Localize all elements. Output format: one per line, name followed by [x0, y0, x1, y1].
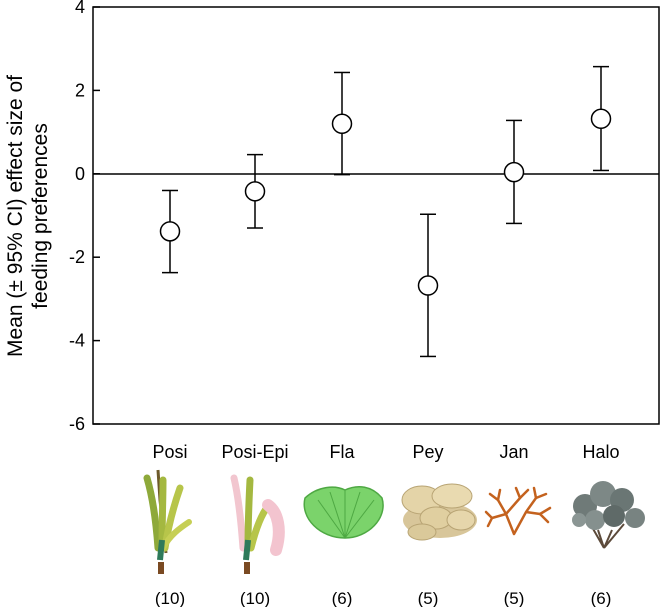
sample-size-label: (5) [504, 589, 525, 607]
data-point-fla [331, 71, 353, 176]
sample-size-labels: (10) (10) (6) (5) (5) (6) [155, 589, 612, 607]
x-category-label: Posi [152, 442, 187, 462]
y-axis-ticks: 4 2 0 -2 -4 -6 [69, 0, 100, 434]
halopteris-brown-alga-icon [572, 481, 645, 549]
mean-marker [590, 108, 612, 130]
sample-size-label: (5) [418, 589, 439, 607]
x-category-label: Jan [499, 442, 528, 462]
data-point-posi-epi [244, 153, 266, 229]
sample-size-label: (10) [155, 589, 185, 607]
data-point-pey [417, 213, 439, 358]
mean-marker [331, 113, 353, 135]
plot-frame [92, 6, 660, 425]
x-category-label: Halo [582, 442, 619, 462]
x-category-label: Fla [329, 442, 355, 462]
y-tick-label: -6 [69, 414, 85, 434]
x-category-label: Pey [412, 442, 443, 462]
data-point-posi [159, 189, 181, 274]
sample-size-label: (6) [332, 589, 353, 607]
fan-alga-icon [303, 485, 384, 539]
y-tick-label: 2 [75, 80, 85, 100]
mean-marker [503, 161, 525, 183]
y-axis-label-line-2: feeding preferences [29, 123, 52, 309]
data-point-halo [590, 65, 612, 172]
seagrass-icon [143, 469, 192, 574]
mean-marker [417, 275, 439, 296]
y-tick-label: -2 [69, 247, 85, 267]
sample-size-label: (10) [240, 589, 270, 607]
y-axis-label: Mean (± 95% CI) effect size of feeding p… [4, 75, 52, 357]
y-tick-label: 0 [75, 164, 85, 184]
seagrass-with-epiphyte-icon [230, 474, 285, 574]
mean-marker [244, 181, 266, 202]
y-tick-label: 4 [75, 0, 85, 17]
x-category-label: Posi-Epi [221, 442, 288, 462]
data-marks [159, 65, 612, 358]
y-axis-label-line-1: Mean (± 95% CI) effect size of [4, 75, 27, 357]
sample-size-label: (6) [591, 589, 612, 607]
data-point-jan [503, 119, 525, 225]
category-labels: Posi Posi-Epi Fla Pey Jan Halo [152, 442, 619, 462]
y-tick-label: -4 [69, 331, 85, 351]
mean-marker [159, 221, 181, 242]
peyssonnelia-alga-icon [401, 483, 477, 541]
jania-red-alga-icon [484, 486, 552, 536]
